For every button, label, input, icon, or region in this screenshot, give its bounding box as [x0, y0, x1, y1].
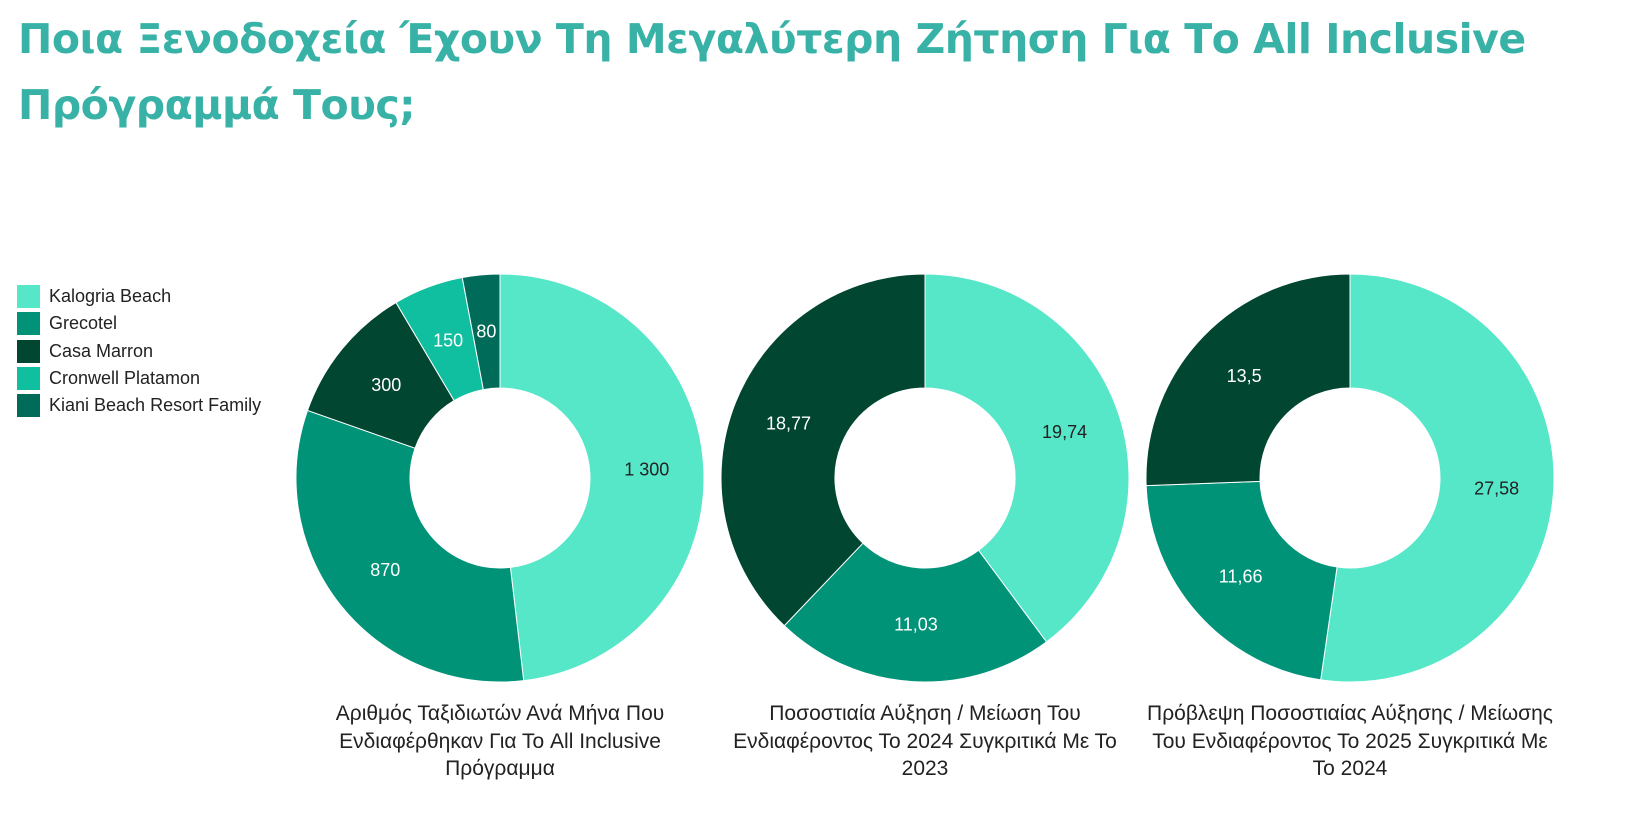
donut-slice[interactable]: [720, 273, 926, 627]
data-label: 11,03: [894, 615, 938, 635]
donut-slice[interactable]: [924, 273, 1130, 643]
data-label: 13,5: [1227, 366, 1262, 386]
chart-caption-3: Πρόβλεψη Ποσοστιαίας Αύξησης / Μείωσης Τ…: [1147, 702, 1553, 780]
data-label: 19,74: [1042, 422, 1087, 442]
legend-label: Grecotel: [49, 313, 118, 334]
chart-caption-2: Ποσοστιαία Αύξηση / Μείωση Του Ενδιαφέρο…: [733, 702, 1117, 780]
legend-swatch: [17, 285, 40, 309]
legend-swatch: [17, 339, 40, 363]
data-label: 27,58: [1474, 479, 1519, 499]
donut-slice[interactable]: [783, 542, 1048, 683]
legend-swatch: [17, 312, 40, 336]
donut-slice[interactable]: [1145, 480, 1338, 681]
donut-slice[interactable]: [461, 273, 501, 391]
legend-label: Cronwell Platamon: [49, 368, 201, 389]
data-label: 300: [371, 375, 401, 395]
legend-label: Kiani Beach Resort Family: [49, 395, 262, 416]
donut-slice[interactable]: [295, 409, 525, 683]
legend-swatch: [17, 367, 40, 391]
page-title: Ποια Ξενοδοχεία Έχουν Τη Μεγαλύτερη Ζήτη…: [18, 15, 1526, 129]
data-label: 11,66: [1219, 566, 1263, 586]
donut-slice[interactable]: [499, 273, 705, 682]
data-label: 870: [370, 560, 400, 580]
legend-item[interactable]: Casa Marron: [17, 338, 261, 365]
legend-item[interactable]: Grecotel: [17, 310, 261, 337]
legend: Kalogria Beach Grecotel Casa Marron Cron…: [17, 283, 261, 419]
legend-item[interactable]: Kalogria Beach: [17, 283, 261, 310]
donut-slice[interactable]: [1145, 273, 1351, 487]
donut-slice[interactable]: [1320, 273, 1555, 683]
data-label: 18,77: [766, 413, 811, 433]
legend-item[interactable]: Kiani Beach Resort Family: [17, 392, 261, 419]
donut-chart-1: 1 300 870 300 150 80: [295, 273, 705, 683]
legend-label: Kalogria Beach: [49, 286, 172, 307]
donut-chart-2: 19,74 11,03 18,77: [720, 273, 1130, 683]
data-label: 80: [476, 322, 496, 342]
legend-swatch: [17, 394, 40, 418]
legend-label: Casa Marron: [49, 340, 154, 361]
donut-chart-3: 27,58 11,66 13,5: [1145, 273, 1555, 683]
legend-item[interactable]: Cronwell Platamon: [17, 365, 261, 392]
chart-caption-1: Αριθμός Ταξιδιωτών Ανά Μήνα Που Ενδιαφέρ…: [335, 702, 665, 780]
data-label: 150: [433, 330, 463, 350]
data-label: 1 300: [624, 459, 669, 479]
